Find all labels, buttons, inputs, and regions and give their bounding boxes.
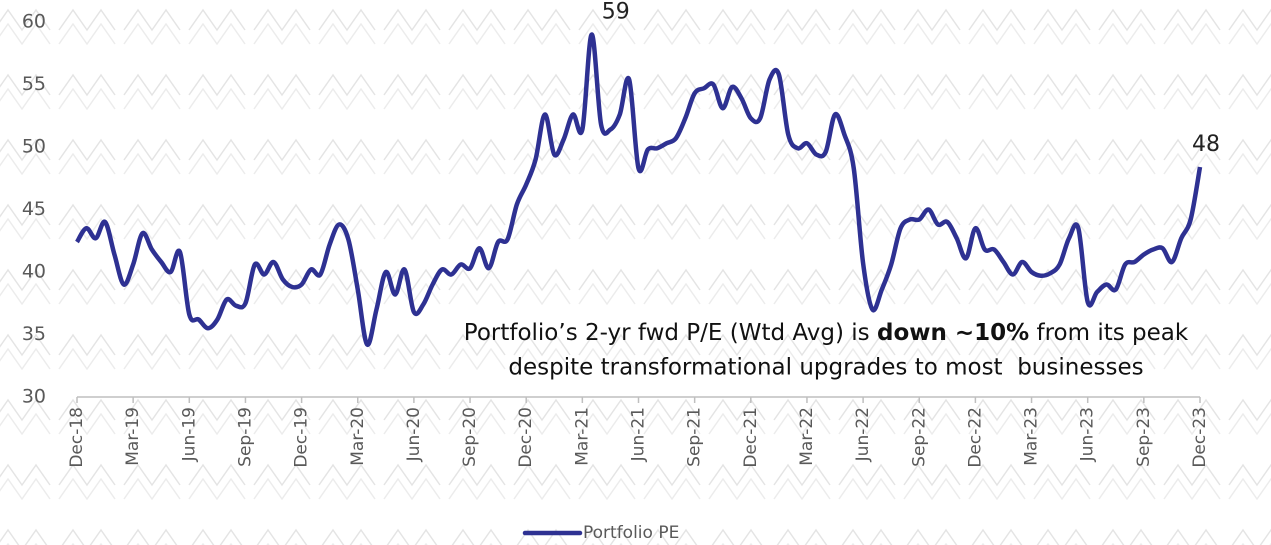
x-tick-label: Jun-19 <box>179 407 199 462</box>
x-tick-label: Jun-23 <box>1078 407 1098 462</box>
y-tick-label: 60 <box>22 11 46 33</box>
x-tick-label: Jun-21 <box>629 407 649 462</box>
legend-label: Portfolio PE <box>583 523 679 543</box>
annotation-emphasis: down ~10% <box>877 320 1029 346</box>
y-tick-label: 45 <box>22 198 46 220</box>
x-tick-label: Dec-22 <box>965 407 985 468</box>
annotation-line-1: Portfolio’s 2-yr fwd P/E (Wtd Avg) is do… <box>464 320 1189 346</box>
x-tick-label: Sep-22 <box>909 407 929 467</box>
x-tick-label: Sep-20 <box>460 407 480 467</box>
annotation-line-2: despite transformational upgrades to mos… <box>508 355 1143 381</box>
y-tick-label: 30 <box>22 386 46 408</box>
x-tick-label: Dec-20 <box>516 407 536 468</box>
x-tick-label: Dec-19 <box>292 407 312 468</box>
x-tick-label: Sep-19 <box>235 407 255 467</box>
x-tick-label: Mar-23 <box>1022 407 1042 466</box>
y-tick-label: 55 <box>22 73 46 95</box>
x-tick-label: Mar-20 <box>348 407 368 466</box>
x-tick-label: Dec-21 <box>741 407 761 468</box>
x-tick-label: Dec-23 <box>1190 407 1210 468</box>
y-tick-label: 50 <box>22 136 46 158</box>
annotation-part: Portfolio’s 2-yr fwd P/E (Wtd Avg) is <box>464 320 877 346</box>
x-tick-label: Jun-20 <box>404 407 424 462</box>
x-tick-label: Mar-19 <box>123 407 143 466</box>
data-label: 59 <box>602 0 630 25</box>
x-tick-label: Mar-22 <box>797 407 817 466</box>
series-line <box>75 32 1203 347</box>
data-label: 48 <box>1192 132 1220 157</box>
x-tick-label: Sep-23 <box>1134 407 1154 467</box>
annotation-part: from its peak <box>1029 320 1189 346</box>
y-tick-label: 35 <box>22 323 46 345</box>
x-tick-label: Jun-22 <box>853 407 873 462</box>
x-tick-label: Sep-21 <box>685 407 705 467</box>
x-tick-label: Mar-21 <box>572 407 592 466</box>
y-tick-label: 40 <box>22 261 46 283</box>
x-tick-label: Dec-18 <box>67 407 87 468</box>
